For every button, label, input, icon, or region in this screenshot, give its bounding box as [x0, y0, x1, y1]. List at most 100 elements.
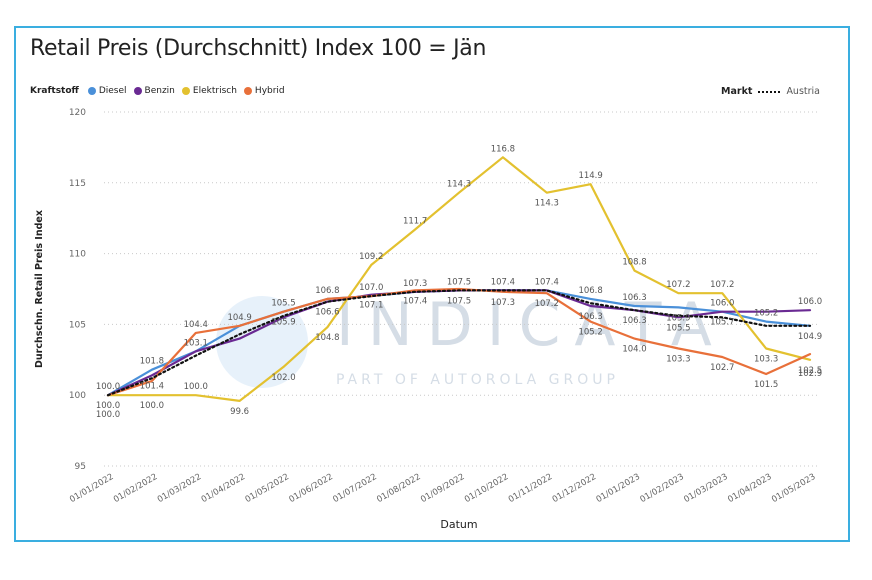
legend-item-benzin[interactable]: Benzin — [133, 86, 175, 96]
legend-item-hybrid[interactable]: Hybrid — [243, 86, 285, 96]
x-tick-label: 01/09/2022 — [419, 472, 466, 505]
data-label: 105.7 — [710, 318, 734, 328]
y-tick-label: 105 — [69, 320, 86, 330]
data-label: 109.2 — [359, 252, 383, 262]
data-label: 107.2 — [535, 299, 559, 309]
x-tick-label: 01/05/2022 — [244, 472, 291, 505]
data-label: 104.4 — [184, 320, 208, 330]
x-tick-label: 01/01/2022 — [68, 472, 115, 505]
legend-label-benzin: Benzin — [144, 86, 175, 96]
y-tick-label: 110 — [69, 250, 86, 260]
data-label: 100.0 — [96, 401, 120, 411]
fuel-legend: Kraftstoff Diesel Benzin Elektrisch Hybr… — [30, 86, 285, 96]
data-label: 105.9 — [666, 313, 690, 323]
series-line-hybrid[interactable] — [106, 287, 812, 397]
legend-label-diesel: Diesel — [98, 86, 127, 96]
data-label: 105.9 — [271, 318, 295, 328]
legend-dot-hybrid — [243, 87, 252, 95]
data-label: 105.2 — [578, 328, 602, 338]
x-tick-label: 01/04/2022 — [200, 472, 247, 505]
data-label: 104.9 — [798, 332, 822, 342]
data-label: 100.0 — [140, 401, 164, 411]
data-label: 100.0 — [184, 382, 208, 392]
data-label: 100.0 — [96, 410, 120, 420]
y-tick-label: 100 — [69, 391, 86, 401]
data-label: 105.5 — [271, 299, 295, 309]
series-line-elektrisch[interactable] — [106, 156, 812, 402]
data-label: 111.7 — [403, 217, 427, 227]
data-label: 107.5 — [447, 277, 471, 287]
data-label: 107.5 — [447, 296, 471, 306]
data-label: 99.6 — [230, 407, 249, 417]
data-label: 101.5 — [754, 380, 778, 390]
y-tick-label: 95 — [75, 462, 86, 472]
data-label: 106.3 — [622, 293, 646, 303]
data-label: 101.4 — [140, 381, 164, 391]
x-tick-label: 01/04/2023 — [726, 472, 773, 505]
data-label: 103.3 — [666, 354, 690, 364]
data-label: 114.3 — [535, 199, 559, 209]
x-tick-label: 01/02/2023 — [638, 472, 685, 505]
legend-item-elektrisch[interactable]: Elektrisch — [181, 86, 237, 96]
data-label: 106.0 — [710, 299, 734, 309]
x-tick-label: 01/02/2022 — [112, 472, 159, 505]
y-tick-label: 115 — [69, 179, 86, 189]
data-label: 106.3 — [578, 312, 602, 322]
data-label: 106.0 — [798, 297, 822, 307]
x-tick-label: 01/10/2022 — [463, 472, 510, 505]
data-label: 104.9 — [227, 313, 251, 323]
market-legend-label[interactable]: Austria — [786, 86, 820, 97]
data-label: 102.0 — [271, 373, 295, 383]
market-legend-title: Markt — [721, 86, 753, 97]
data-label: 114.3 — [447, 180, 471, 190]
market-legend: Markt Austria — [721, 86, 820, 97]
legend-item-diesel[interactable]: Diesel — [87, 86, 127, 96]
x-tick-label: 01/01/2023 — [595, 472, 642, 505]
y-tick-label: 120 — [69, 108, 86, 118]
data-label: 114.9 — [578, 171, 602, 181]
data-label: 106.6 — [315, 308, 339, 318]
market-legend-dotted-line — [758, 90, 781, 93]
x-tick-label: 01/08/2022 — [375, 472, 422, 505]
data-label: 104.8 — [315, 333, 339, 343]
data-label: 106.3 — [622, 316, 646, 326]
x-tick-label: 01/05/2023 — [770, 472, 817, 505]
data-label: 102.9 — [798, 369, 822, 379]
data-label: 107.2 — [666, 280, 690, 290]
data-label: 103.1 — [184, 338, 208, 348]
legend-dot-diesel — [87, 87, 96, 95]
series-line-austria[interactable] — [106, 289, 812, 397]
data-label: 107.3 — [491, 298, 515, 308]
data-label: 105.5 — [666, 323, 690, 333]
data-label: 116.8 — [491, 144, 515, 154]
data-label: 101.8 — [140, 357, 164, 367]
data-label: 103.3 — [754, 354, 778, 364]
data-label: 106.8 — [578, 286, 602, 296]
data-label: 105.2 — [754, 309, 778, 319]
data-label: 107.2 — [710, 280, 734, 290]
y-axis-title: Durchschn. Retail Preis Index — [34, 210, 45, 368]
data-label: 107.4 — [491, 277, 515, 287]
x-tick-label: 01/06/2022 — [287, 472, 334, 505]
data-label: 102.5 — [798, 366, 822, 376]
data-label: 107.4 — [403, 296, 427, 306]
data-label: 107.1 — [359, 301, 383, 311]
data-label: 107.0 — [359, 283, 383, 293]
chart-frame: Retail Preis (Durchschnitt) Index 100 = … — [14, 26, 850, 542]
x-tick-label: 01/11/2022 — [507, 472, 554, 505]
fuel-legend-title: Kraftstoff — [30, 86, 79, 96]
data-label: 108.8 — [622, 258, 646, 268]
legend-dot-benzin — [133, 87, 142, 95]
line-chart: 9510010511011512001/01/202201/02/202201/… — [34, 108, 822, 531]
legend-label-hybrid: Hybrid — [254, 86, 285, 96]
data-label: 100.0 — [96, 382, 120, 392]
data-label: 104.0 — [622, 345, 646, 355]
data-label: 102.7 — [710, 363, 734, 373]
x-tick-label: 01/12/2022 — [551, 472, 598, 505]
x-axis-title: Datum — [440, 518, 477, 531]
data-label: 106.8 — [315, 286, 339, 296]
data-label: 107.3 — [403, 279, 427, 289]
chart-title: Retail Preis (Durchschnitt) Index 100 = … — [30, 36, 487, 61]
x-tick-label: 01/07/2022 — [331, 472, 378, 505]
x-tick-label: 01/03/2022 — [156, 472, 203, 505]
